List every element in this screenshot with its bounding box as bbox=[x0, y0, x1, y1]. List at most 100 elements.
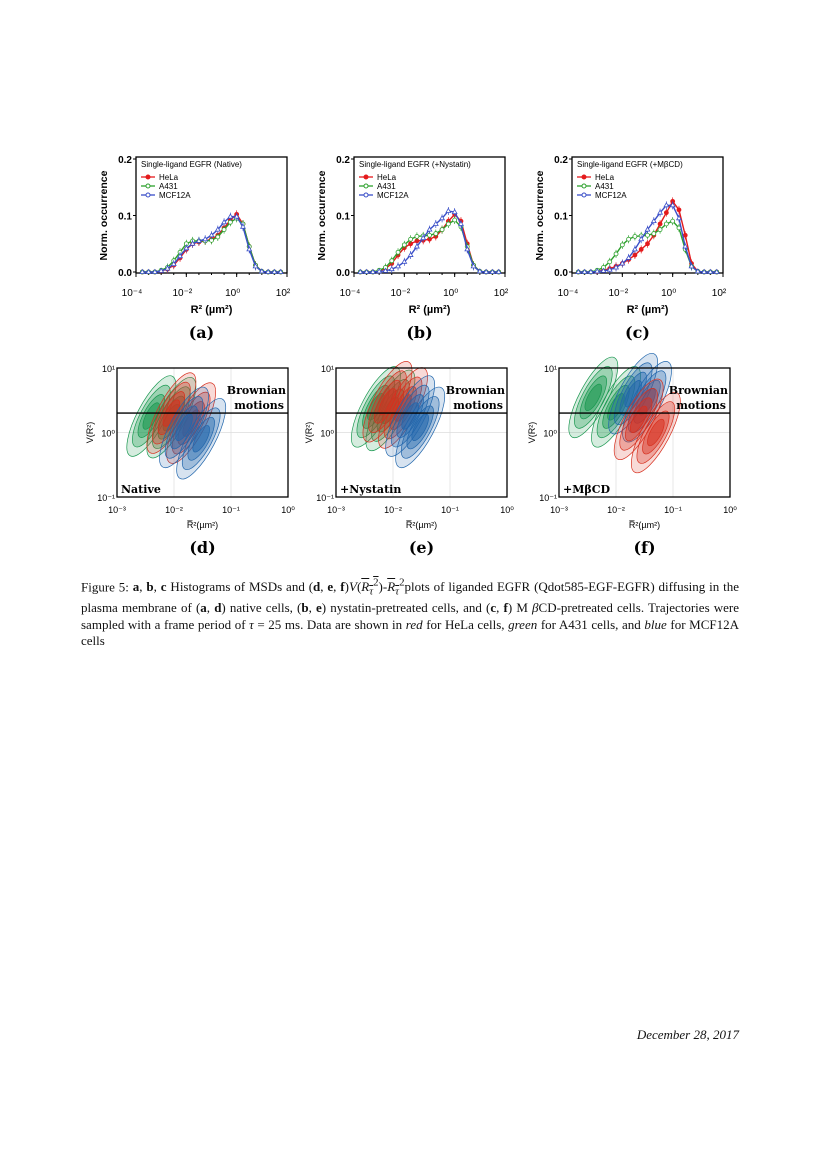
contour-panel-d: Brownian motions Native 10⁻³ 10⁻² 10⁻¹ 10⁰ 10⁻¹… bbox=[85, 364, 295, 557]
panel-label: (e) bbox=[409, 538, 434, 557]
histogram-panel-c: 0.0 0.1 0.2 10⁻⁴ 10⁻² 10⁰ 10² R² (µm²) Norm. occ… bbox=[534, 155, 727, 342]
histogram-panel-a: 0.0 0.1 0.2 10⁻⁴ 10⁻² 10⁰ 10² R² (µm²) Norm. occ… bbox=[98, 155, 291, 342]
tick-label: 10⁰ bbox=[281, 505, 295, 515]
data-point bbox=[376, 268, 383, 274]
data-point bbox=[265, 268, 272, 274]
data-point bbox=[413, 243, 420, 249]
data-point bbox=[464, 246, 471, 252]
legend-marker bbox=[581, 174, 587, 180]
tick-label: 10⁰ bbox=[543, 429, 557, 439]
data-point bbox=[476, 268, 483, 274]
x-axis-label: R² (µm²) bbox=[409, 304, 451, 316]
annotation: motions bbox=[234, 399, 284, 412]
data-point bbox=[645, 232, 650, 238]
y-tick-label: 0.1 bbox=[118, 212, 132, 223]
data-point bbox=[581, 268, 588, 274]
tick-label: 10⁻⁴ bbox=[122, 288, 143, 299]
data-point bbox=[489, 268, 496, 274]
legend-label: A431 bbox=[377, 182, 396, 191]
plot-frame bbox=[335, 367, 508, 498]
annotation: motions bbox=[676, 399, 726, 412]
data-point bbox=[587, 268, 594, 274]
data-point bbox=[395, 249, 401, 255]
y-tick-label: 0.1 bbox=[554, 212, 568, 223]
data-point bbox=[433, 231, 439, 236]
data-point bbox=[357, 268, 364, 274]
legend-marker bbox=[363, 174, 369, 180]
legend-marker bbox=[145, 174, 151, 180]
tick-label: 10⁻² bbox=[172, 288, 192, 299]
panel-label: (d) bbox=[189, 538, 215, 557]
legend-label: A431 bbox=[595, 182, 614, 191]
tick-label: 10⁰ bbox=[661, 288, 676, 299]
data-point bbox=[625, 254, 632, 260]
annotation: Brownian bbox=[227, 384, 286, 397]
tick-label: 10² bbox=[276, 288, 291, 299]
annotation: motions bbox=[453, 399, 503, 412]
data-point bbox=[214, 226, 221, 232]
data-point bbox=[713, 268, 720, 274]
data-point bbox=[619, 260, 626, 266]
y-axis-label: Norm. occurrence bbox=[98, 170, 110, 260]
legend-marker bbox=[581, 183, 587, 189]
caption-prefix: Figure 5: bbox=[81, 579, 133, 595]
tick-label: 10¹ bbox=[544, 364, 557, 374]
data-point bbox=[246, 246, 253, 252]
figure-5: 0.0 0.1 0.2 10⁻⁴ 10⁻² 10⁰ 10² R² (µm²) Norm. occ… bbox=[85, 155, 737, 557]
data-point bbox=[170, 260, 177, 266]
data-point bbox=[452, 217, 458, 223]
y-tick-label: 0.0 bbox=[336, 268, 350, 279]
x-axis-label: R̅²(µm²) bbox=[406, 520, 437, 530]
panel-label: (c) bbox=[625, 323, 650, 342]
data-point bbox=[651, 231, 657, 236]
data-point bbox=[439, 215, 446, 221]
data-point bbox=[227, 213, 234, 219]
tick-label: 10⁻³ bbox=[108, 505, 126, 515]
panel-label: (f) bbox=[633, 538, 655, 557]
data-point bbox=[420, 234, 427, 240]
data-point bbox=[575, 268, 582, 274]
data-point bbox=[613, 264, 620, 270]
tick-label: 10¹ bbox=[102, 364, 115, 374]
legend-label: HeLa bbox=[377, 173, 397, 182]
tick-label: 10⁻¹ bbox=[441, 505, 459, 515]
data-point bbox=[632, 234, 638, 239]
annotation: Brownian bbox=[669, 384, 728, 397]
tick-label: 10⁰ bbox=[320, 429, 334, 439]
tick-label: 10⁻¹ bbox=[539, 493, 557, 503]
histogram-panel-b: 0.0 0.1 0.2 10⁻⁴ 10⁻² 10⁰ 10² R² (µm²) Norm. occ… bbox=[316, 155, 509, 342]
data-point bbox=[694, 268, 701, 274]
legend-marker bbox=[363, 183, 369, 189]
data-point bbox=[407, 251, 414, 257]
tick-label: 10⁰ bbox=[225, 288, 240, 299]
panel-label: (b) bbox=[406, 323, 432, 342]
data-point bbox=[645, 241, 650, 247]
y-axis-label: Norm. occurrence bbox=[534, 170, 546, 260]
y-tick-label: 0.0 bbox=[554, 268, 568, 279]
data-point bbox=[183, 244, 190, 251]
tick-label: 10⁻² bbox=[165, 505, 183, 515]
legend-title: Single-ligand EGFR (+MβCD) bbox=[577, 160, 683, 169]
data-point bbox=[682, 232, 688, 238]
data-point bbox=[445, 221, 451, 227]
y-axis-label: V(R²) bbox=[85, 422, 95, 444]
legend-label: MCF12A bbox=[159, 191, 191, 200]
data-point bbox=[271, 268, 278, 274]
data-point bbox=[707, 268, 714, 274]
x-axis-label: R² (µm²) bbox=[191, 304, 233, 316]
data-point bbox=[382, 267, 389, 273]
tick-label: 10⁻² bbox=[608, 288, 628, 299]
data-point bbox=[401, 258, 408, 264]
caption-text: a, b, c Histograms of MSDs and (d, e, f)… bbox=[81, 577, 740, 648]
data-point bbox=[414, 234, 420, 239]
tick-label: 10⁰ bbox=[500, 505, 514, 515]
data-point bbox=[363, 268, 370, 274]
tick-label: 10⁻¹ bbox=[664, 505, 682, 515]
data-point bbox=[369, 268, 376, 274]
legend-label: HeLa bbox=[595, 173, 615, 182]
y-axis-label: V(R²) bbox=[527, 422, 537, 444]
data-point bbox=[208, 231, 215, 238]
legend-label: HeLa bbox=[159, 173, 179, 182]
tick-label: 10⁻¹ bbox=[97, 493, 115, 503]
